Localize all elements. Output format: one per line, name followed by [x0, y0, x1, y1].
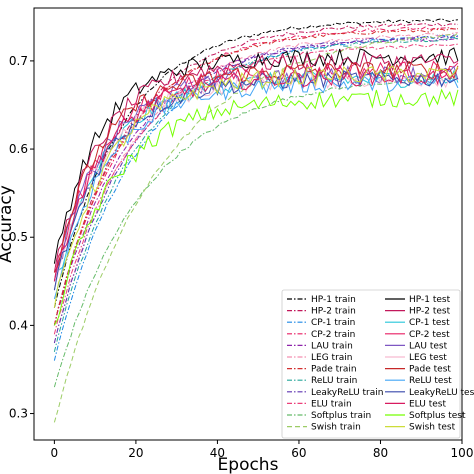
x-tick-label: 100 — [451, 446, 474, 460]
legend-label: ReLU train — [311, 376, 357, 386]
y-tick-label: 0.5 — [9, 230, 28, 244]
legend-label: ELU test — [409, 399, 446, 409]
legend-label: Swish train — [311, 423, 361, 433]
series-line-hp-2-train — [53, 22, 458, 326]
x-tick-label: 0 — [51, 446, 59, 460]
legend-label: LeakyReLU train — [311, 388, 383, 398]
legend-label: LEG train — [311, 353, 352, 363]
legend-label: CP-2 train — [311, 330, 355, 340]
x-axis-label: Epochs — [218, 455, 279, 474]
series-line-softplus-test — [53, 88, 459, 326]
series-line-lau-test — [53, 65, 459, 282]
tick-layer: 0 20 40 60 80 100 0.3 0.4 0.5 0.6 0.7 — [9, 54, 474, 460]
series-line-pade-train — [53, 28, 458, 326]
legend-label: Softplus test — [409, 411, 466, 421]
y-tick-label: 0.7 — [9, 54, 28, 68]
legend-label: HP-2 train — [311, 307, 356, 317]
x-tick-label: 20 — [128, 446, 143, 460]
series-line-leg-test — [53, 70, 459, 291]
series-line-swish-test — [53, 65, 459, 308]
legend-label: HP-1 train — [311, 295, 356, 305]
series-line-lau-train — [53, 37, 458, 326]
series-line-cp-2-train — [53, 26, 458, 326]
series-line-hp-1-test — [53, 47, 459, 264]
series-line-hp-1-train — [53, 18, 458, 308]
y-axis-label: Accuracy — [0, 185, 16, 263]
series-line-leakyrelu-test — [53, 69, 459, 291]
series-line-softplus-train — [53, 77, 458, 388]
series-layer — [53, 18, 459, 423]
series-line-elu-train — [53, 43, 458, 335]
series-line-leg-train — [53, 32, 458, 344]
legend-label: LAU test — [409, 341, 448, 351]
series-line-leakyrelu-train — [53, 34, 459, 344]
series-line-pade-test — [53, 60, 459, 273]
legend-label: LAU train — [311, 341, 353, 351]
legend-label: CP-1 train — [311, 318, 355, 328]
legend-box — [281, 289, 461, 439]
x-tick-label: 40 — [210, 446, 225, 460]
series-line-relu-test — [53, 74, 459, 300]
legend-label: Swish test — [409, 423, 456, 433]
legend-label: HP-2 test — [409, 307, 451, 317]
legend-label: ELU train — [311, 399, 352, 409]
legend-label: Pade train — [311, 365, 357, 375]
legend-label: LeakyReLU test — [409, 388, 474, 398]
legend-label: CP-1 test — [409, 318, 450, 328]
legend-label: Softplus train — [311, 411, 371, 421]
legend-label: Pade test — [409, 365, 451, 375]
x-tick-label: 60 — [291, 446, 306, 460]
plot-frame — [33, 7, 463, 441]
legend-label: LEG test — [409, 353, 447, 363]
legend-label: HP-1 test — [409, 295, 451, 305]
y-tick-label: 0.6 — [9, 142, 28, 156]
y-tick-label: 0.4 — [9, 318, 28, 332]
legend-label: CP-2 test — [409, 330, 450, 340]
series-line-cp-2-test — [53, 60, 459, 282]
y-tick-label: 0.3 — [9, 407, 28, 421]
series-line-elu-test — [53, 67, 459, 282]
legend-label: ReLU test — [409, 376, 452, 386]
x-tick-label: 80 — [373, 446, 388, 460]
series-line-relu-train — [53, 37, 459, 352]
